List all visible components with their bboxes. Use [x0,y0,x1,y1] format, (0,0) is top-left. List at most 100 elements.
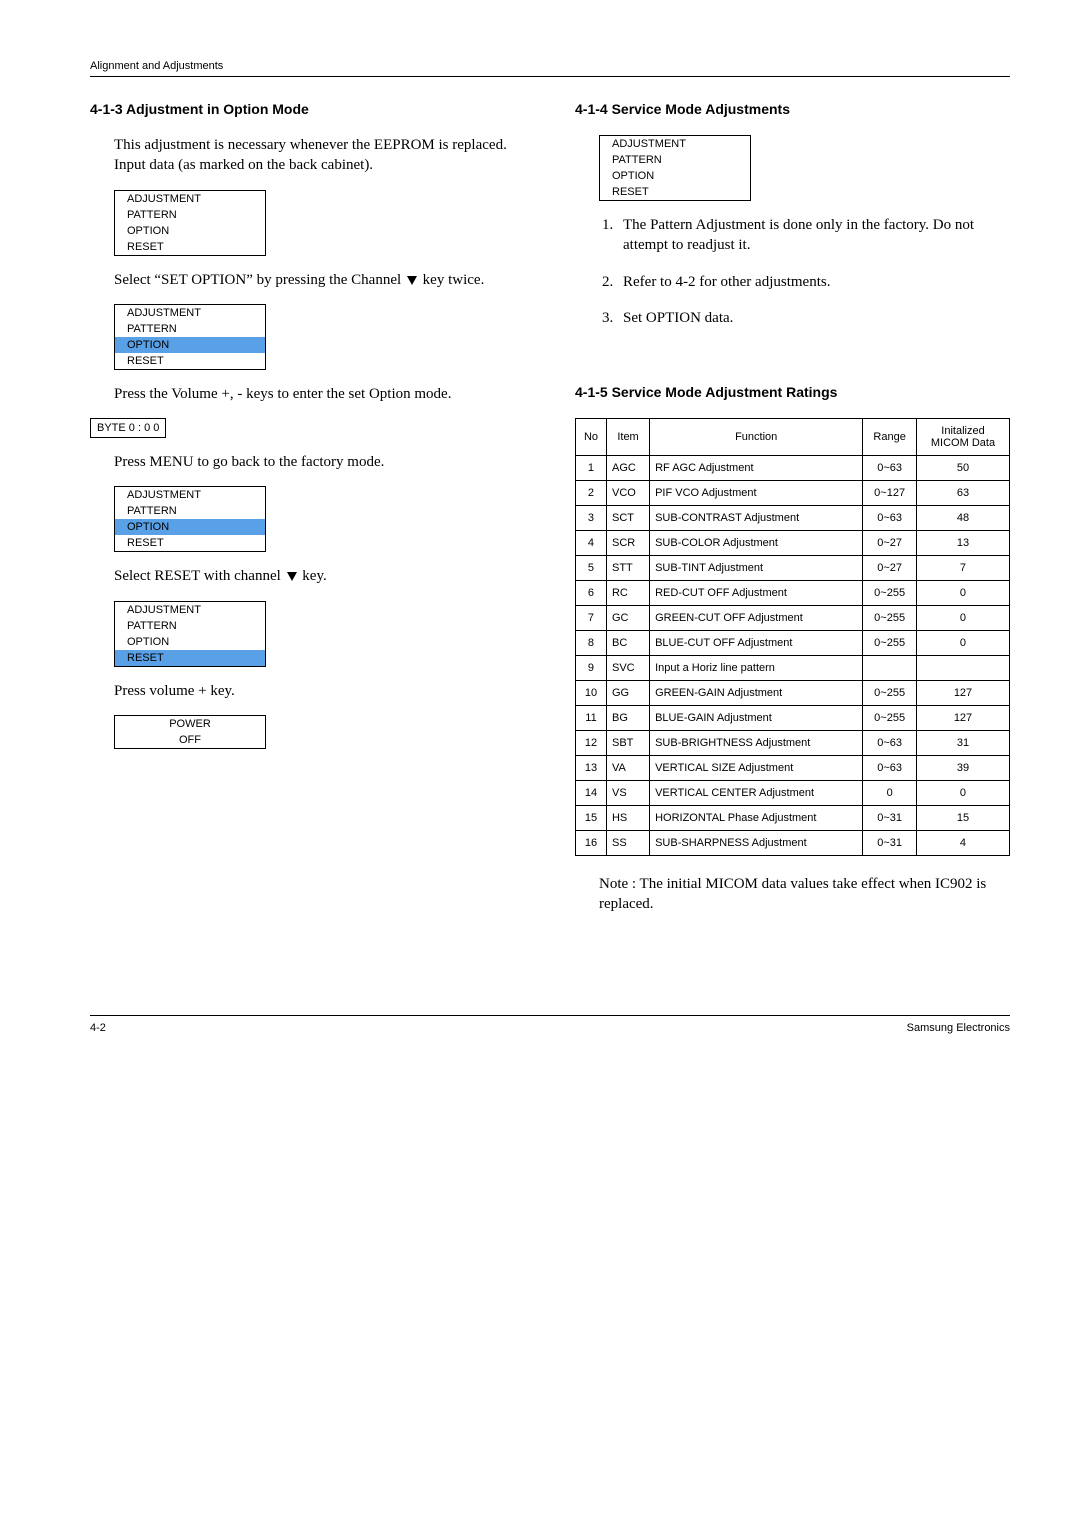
footer-left: 4-2 [90,1022,106,1034]
menu-item: ADJUSTMENT [115,487,265,503]
table-cell: VS [606,781,649,806]
triangle-down-icon [287,572,297,581]
triangle-down-icon [407,276,417,285]
table-cell: Input a Horiz line pattern [650,656,863,681]
list-item: The Pattern Adjustment is done only in t… [617,215,1010,256]
table-cell: 48 [916,506,1009,531]
menu-item: ADJUSTMENT [115,305,265,321]
table-cell: 10 [576,681,607,706]
table-row: 10GGGREEN-GAIN Adjustment0~255127 [576,681,1010,706]
table-row: 5STTSUB-TINT Adjustment0~277 [576,556,1010,581]
section-title-413: 4-1-3 Adjustment in Option Mode [90,101,525,117]
right-column: 4-1-4 Service Mode Adjustments ADJUSTMEN… [575,101,1010,915]
table-cell [916,656,1009,681]
menu-item: OPTION [115,519,265,535]
menu-item: RESET [115,535,265,551]
table-header: InitalizedMICOM Data [916,419,1009,456]
table-row: 3SCTSUB-CONTRAST Adjustment0~6348 [576,506,1010,531]
table-cell: 6 [576,581,607,606]
table-cell: 0~255 [863,581,917,606]
table-cell: 0~255 [863,606,917,631]
menu-item: PATTERN [115,503,265,519]
table-cell: 3 [576,506,607,531]
menu-item: RESET [115,353,265,369]
table-cell: 39 [916,756,1009,781]
table-row: 9SVCInput a Horiz line pattern [576,656,1010,681]
table-cell: 11 [576,706,607,731]
menu-box-1: ADJUSTMENTPATTERNOPTIONRESET [114,190,266,256]
menu-item: PATTERN [115,207,265,223]
table-cell: SCR [606,531,649,556]
table-cell: SUB-COLOR Adjustment [650,531,863,556]
table-cell: AGC [606,456,649,481]
paragraph: Press volume + key. [114,681,525,701]
table-cell: SVC [606,656,649,681]
menu-item: PATTERN [600,152,750,168]
table-cell: 7 [576,606,607,631]
table-cell: 15 [916,806,1009,831]
power-box: POWER OFF [114,715,266,749]
table-cell: BG [606,706,649,731]
table-cell: 13 [916,531,1009,556]
table-cell: VERTICAL SIZE Adjustment [650,756,863,781]
table-cell: SUB-SHARPNESS Adjustment [650,831,863,856]
table-cell: 8 [576,631,607,656]
menu-box-3: ADJUSTMENTPATTERNOPTIONRESET [114,486,266,552]
table-row: 2VCOPIF VCO Adjustment0~12763 [576,481,1010,506]
header-rule [90,76,1010,77]
table-cell: 0~255 [863,631,917,656]
table-cell: 0~63 [863,756,917,781]
menu-item: RESET [600,184,750,200]
table-cell: SUB-CONTRAST Adjustment [650,506,863,531]
table-cell: 4 [576,531,607,556]
table-row: 12SBTSUB-BRIGHTNESS Adjustment0~6331 [576,731,1010,756]
paragraph: Press the Volume +, - keys to enter the … [114,384,525,404]
table-cell: 50 [916,456,1009,481]
list-item: Refer to 4-2 for other adjustments. [617,272,1010,292]
table-cell: GREEN-GAIN Adjustment [650,681,863,706]
table-cell: GC [606,606,649,631]
table-cell: 12 [576,731,607,756]
text-fragment: Select “SET OPTION” by pressing the Chan… [114,272,405,288]
table-cell: 0~255 [863,706,917,731]
table-cell [863,656,917,681]
menu-item: ADJUSTMENT [115,602,265,618]
numbered-list: The Pattern Adjustment is done only in t… [583,215,1010,328]
table-cell: RC [606,581,649,606]
table-cell: 14 [576,781,607,806]
menu-item: ADJUSTMENT [600,136,750,152]
table-row: 1AGCRF AGC Adjustment0~6350 [576,456,1010,481]
table-cell: 127 [916,706,1009,731]
table-cell: VCO [606,481,649,506]
paragraph: Select RESET with channel key. [114,566,525,586]
table-row: 11BGBLUE-GAIN Adjustment0~255127 [576,706,1010,731]
text-fragment: key twice. [419,272,484,288]
table-header: Function [650,419,863,456]
table-cell: 127 [916,681,1009,706]
paragraph: Press MENU to go back to the factory mod… [114,452,525,472]
table-cell: 0~63 [863,506,917,531]
table-cell: BC [606,631,649,656]
page-footer: 4-2 Samsung Electronics [90,1015,1010,1034]
table-cell: STT [606,556,649,581]
table-cell: 0 [916,581,1009,606]
table-cell: 16 [576,831,607,856]
table-cell: 4 [916,831,1009,856]
left-column: 4-1-3 Adjustment in Option Mode This adj… [90,101,525,915]
table-cell: RED-CUT OFF Adjustment [650,581,863,606]
table-cell: 63 [916,481,1009,506]
table-row: 4SCRSUB-COLOR Adjustment0~2713 [576,531,1010,556]
table-cell: 0 [916,781,1009,806]
menu-box-right: ADJUSTMENTPATTERNOPTIONRESET [599,135,751,201]
page-header: Alignment and Adjustments [90,60,1010,72]
section-title-414: 4-1-4 Service Mode Adjustments [575,101,1010,117]
byte-box: BYTE 0 : 0 0 [90,418,166,438]
table-cell: VERTICAL CENTER Adjustment [650,781,863,806]
paragraph: Select “SET OPTION” by pressing the Chan… [114,270,525,290]
menu-item: OPTION [600,168,750,184]
power-state: OFF [115,732,265,748]
table-cell: HS [606,806,649,831]
table-cell: 0 [863,781,917,806]
table-header: No [576,419,607,456]
table-cell: 5 [576,556,607,581]
